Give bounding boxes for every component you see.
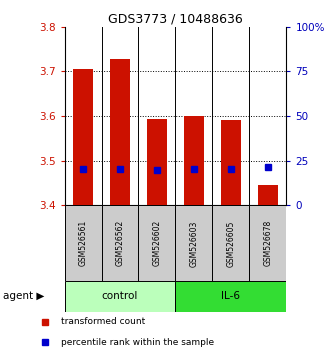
Text: percentile rank within the sample: percentile rank within the sample [61,338,214,347]
Bar [175,281,286,312]
Text: control: control [102,291,138,302]
Bar [221,120,241,205]
Bar [65,205,102,281]
Bar [110,59,130,205]
Text: GSM526678: GSM526678 [263,220,272,267]
Text: GSM526603: GSM526603 [189,220,198,267]
Text: transformed count: transformed count [61,317,146,326]
Text: GSM526605: GSM526605 [226,220,235,267]
Bar [249,205,286,281]
Text: GSM526602: GSM526602 [153,220,162,267]
Bar [175,205,213,281]
Bar [102,205,138,281]
Bar [73,69,93,205]
Bar [213,205,249,281]
Text: agent ▶: agent ▶ [3,291,45,302]
Bar [258,185,278,205]
Bar [138,205,175,281]
Bar [147,119,167,205]
Text: IL-6: IL-6 [221,291,240,302]
Text: GSM526562: GSM526562 [116,220,124,267]
Bar [65,281,175,312]
Title: GDS3773 / 10488636: GDS3773 / 10488636 [108,12,243,25]
Bar [184,116,204,205]
Text: GSM526561: GSM526561 [78,220,87,267]
